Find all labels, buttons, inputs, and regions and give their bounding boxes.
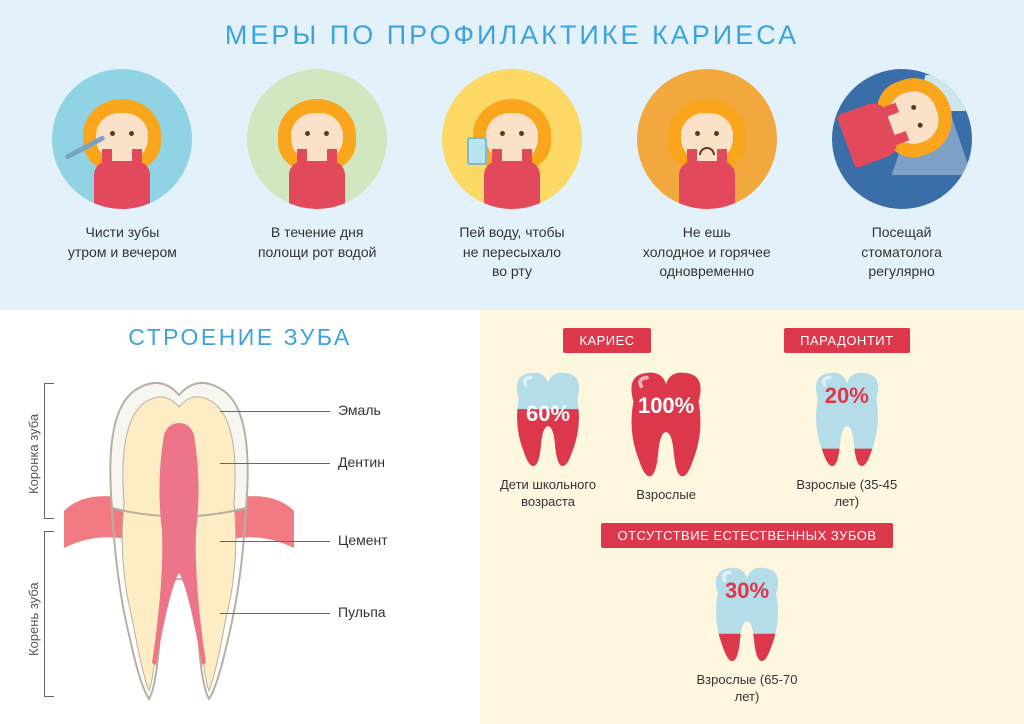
tip-caption: Пей воду, чтобыне пересыхалово рту [459,223,564,282]
part-label: Цемент [338,532,388,548]
periodontitis-teeth: 20% Взрослые (35-45 лет) [787,369,907,511]
tip-circle [52,69,192,209]
stat-percentage: 20% [825,383,869,409]
stat-percentage: 30% [725,578,769,604]
pointer-line [220,411,330,412]
stat-caption: Дети школьноговозраста [500,477,596,511]
stat-item: 20% Взрослые (35-45 лет) [787,369,907,511]
stat-caption: Взрослые (65-70 лет) [687,672,807,706]
tag-periodontitis: ПАРАДОНТИТ [784,328,909,353]
side-label-crown: Коронка зуба [26,399,41,509]
caries-block: КАРИЕС 60% Дети школьноговозраста 100% Взро… [500,328,714,511]
part-label: Пульпа [338,604,386,620]
part-label: Эмаль [338,402,381,418]
caries-teeth: 60% Дети школьноговозраста 100% Взрослые [500,369,714,511]
tip-caption: Не ешьхолодное и горячееодновременно [643,223,771,282]
diseases-row: КАРИЕС 60% Дети школьноговозраста 100% Взро… [500,328,994,511]
stat-percentage: 60% [526,401,570,427]
stat-tooth: 30% [704,564,790,664]
missing-block: ОТСУТСТВИЕ ЕСТЕСТВЕННЫХ ЗУБОВ 30% Взрослы… [500,523,994,706]
pointer-line [220,463,330,464]
infographic: МЕРЫ ПО ПРОФИЛАКТИКЕ КАРИЕСА Чисти зубыу… [0,0,1024,724]
stat-item: 100% Взрослые [618,369,714,504]
tip-1: В течение дняполощи рот водой [225,69,410,282]
part-label: Дентин [338,454,385,470]
tip-caption: Посещайстоматологарегулярно [861,223,942,282]
side-label-root: Корень зуба [26,544,41,694]
tag-missing: ОТСУТСТВИЕ ЕСТЕСТВЕННЫХ ЗУБОВ [601,523,892,548]
stat-tooth: 20% [804,369,890,469]
tooth-diagram: Коронка зуба Корень зуба ЭмальДентинЦеме [20,359,460,709]
tip-4: Посещайстоматологарегулярно [809,69,994,282]
tooth-structure-panel: СТРОЕНИЕ ЗУБА Коронка зуба Корень зуба [0,310,480,724]
pointer-line [220,613,330,614]
tip-circle [637,69,777,209]
structure-title: СТРОЕНИЕ ЗУБА [20,324,460,351]
tip-circle [442,69,582,209]
stat-caption: Взрослые [636,487,696,504]
tip-0: Чисти зубыутром и вечером [30,69,215,282]
pointer-line [220,541,330,542]
tip-3: Не ешьхолодное и горячееодновременно [614,69,799,282]
stat-percentage: 100% [638,393,694,419]
girl-icon [473,99,551,209]
stats-panel: КАРИЕС 60% Дети школьноговозраста 100% Взро… [480,310,1024,724]
periodontitis-block: ПАРАДОНТИТ 20% Взрослые (35-45 лет) [784,328,909,511]
prevention-section: МЕРЫ ПО ПРОФИЛАКТИКЕ КАРИЕСА Чисти зубыу… [0,0,1024,310]
girl-icon [83,99,161,209]
stat-tooth: 60% [505,369,591,469]
tip-caption: В течение дняполощи рот водой [258,223,377,262]
missing-teeth: 30% Взрослые (65-70 лет) [500,564,994,706]
tip-2: Пей воду, чтобыне пересыхалово рту [420,69,605,282]
tips-row: Чисти зубыутром и вечером В течение дняпо… [30,69,994,282]
stat-caption: Взрослые (35-45 лет) [787,477,907,511]
stat-tooth: 100% [618,369,714,479]
girl-icon [668,99,746,209]
tooth-svg [64,373,294,703]
stat-item: 30% Взрослые (65-70 лет) [687,564,807,706]
bracket-crown [44,383,54,519]
stat-item: 60% Дети школьноговозраста [500,369,596,511]
main-title: МЕРЫ ПО ПРОФИЛАКТИКЕ КАРИЕСА [30,20,994,51]
tag-caries: КАРИЕС [563,328,650,353]
tip-circle [247,69,387,209]
bottom-row: СТРОЕНИЕ ЗУБА Коронка зуба Корень зуба [0,310,1024,724]
tip-circle [832,69,972,209]
bracket-root [44,531,54,697]
tip-caption: Чисти зубыутром и вечером [68,223,177,262]
girl-icon [278,99,356,209]
